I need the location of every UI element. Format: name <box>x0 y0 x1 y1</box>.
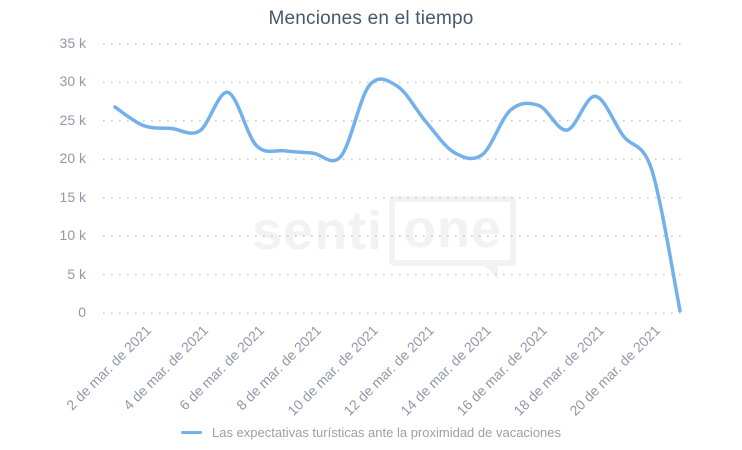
watermark-speech-bubble: one <box>389 196 517 279</box>
legend: Las expectativas turísticas ante la prox… <box>0 425 742 440</box>
series-line[interactable] <box>113 77 682 313</box>
y-axis-label: 5 k <box>67 265 86 282</box>
chart-title: Menciones en el tiempo <box>268 8 474 29</box>
watermark-text-senti: senti <box>252 201 384 261</box>
watermark-text-one: one <box>403 199 503 259</box>
y-axis-label: 10 k <box>59 227 86 244</box>
watermark-bubble-tail-icon <box>479 260 499 279</box>
legend-series-label[interactable]: Las expectativas turísticas ante la prox… <box>211 425 562 440</box>
y-axis-label: 25 k <box>59 111 86 128</box>
legend-line-marker-icon[interactable] <box>180 431 202 434</box>
y-axis-label: 20 k <box>59 150 86 167</box>
sentione-watermark: senti one <box>252 196 517 279</box>
y-axis-label: 30 k <box>59 73 86 90</box>
y-axis-label: 0 <box>78 304 86 320</box>
y-axis-label: 15 k <box>59 188 86 205</box>
y-axis-label: 35 k <box>59 35 86 51</box>
